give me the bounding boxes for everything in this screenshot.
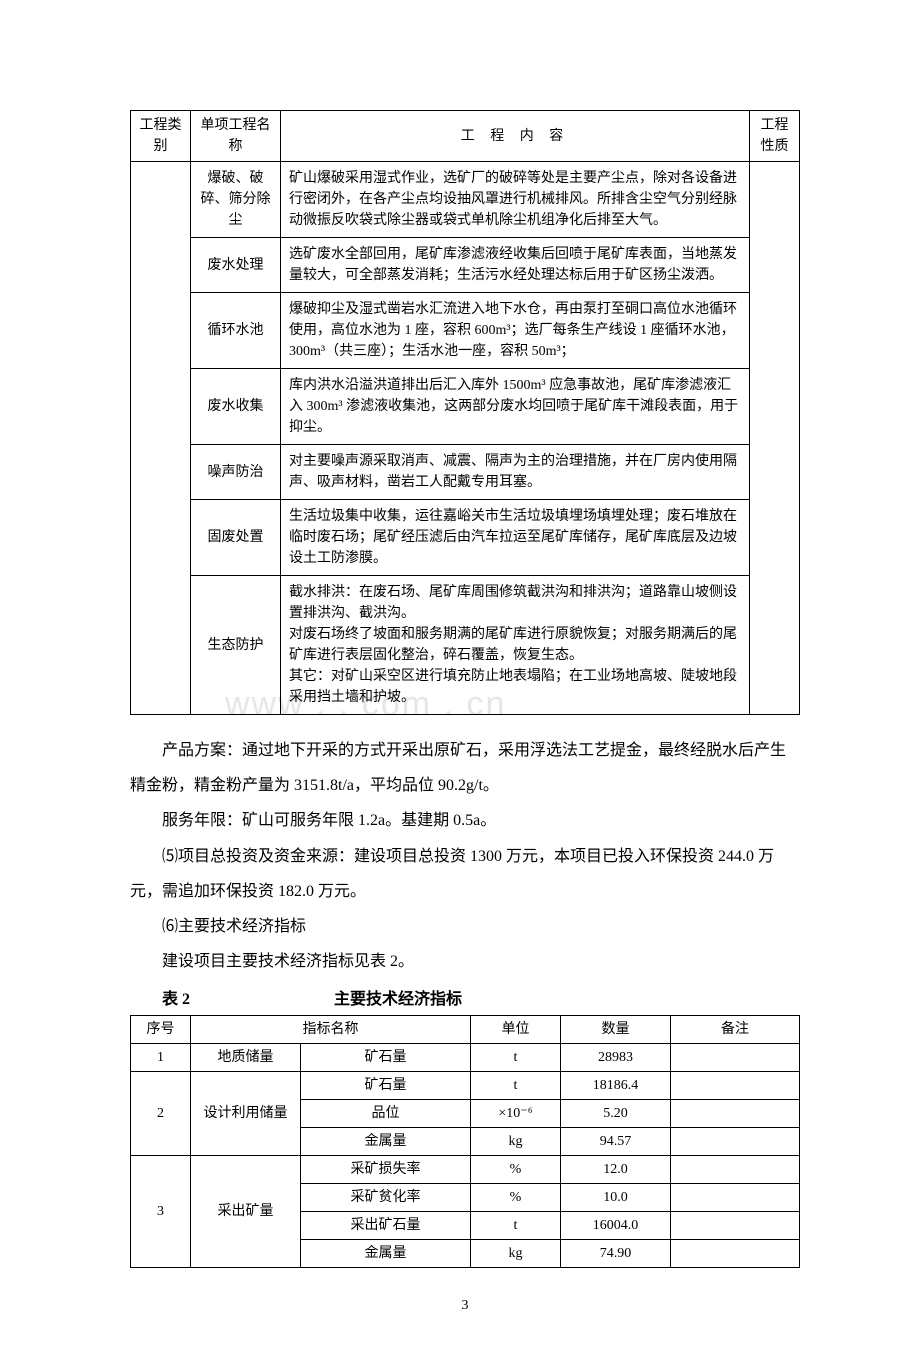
cell-unit: kg — [471, 1240, 561, 1268]
cell-remark — [671, 1212, 800, 1240]
cell-remark — [671, 1100, 800, 1128]
paragraph-indicators-heading: ⑹主要技术经济指标 — [130, 909, 800, 944]
header-name: 指标名称 — [191, 1016, 471, 1044]
body-paragraphs: 产品方案：通过地下开采的方式开采出原矿石，采用浮选法工艺提金，最终经脱水后产生精… — [130, 733, 800, 979]
cell-name2: 采出矿石量 — [301, 1212, 471, 1240]
cell-content: 选矿废水全部回用，尾矿库渗滤液经收集后回喷于尾矿库表面，当地蒸发量较大，可全部蒸… — [281, 238, 750, 293]
page-number: 3 — [130, 1298, 800, 1314]
cell-qty: 18186.4 — [561, 1072, 671, 1100]
table2-title-main: 主要技术经济指标 — [334, 985, 462, 1009]
header-qty: 数量 — [561, 1016, 671, 1044]
paragraph-indicators-see-table: 建设项目主要技术经济指标见表 2。 — [130, 944, 800, 979]
cell-qty: 74.90 — [561, 1240, 671, 1268]
cell-sn: 3 — [131, 1156, 191, 1268]
cell-name2: 金属量 — [301, 1240, 471, 1268]
cell-item: 废水处理 — [191, 238, 281, 293]
header-item: 单项工程名称 — [191, 111, 281, 162]
header-remark: 备注 — [671, 1016, 800, 1044]
cell-item: 废水收集 — [191, 369, 281, 445]
cell-qty: 94.57 — [561, 1128, 671, 1156]
cell-name2: 品位 — [301, 1100, 471, 1128]
cell-remark — [671, 1240, 800, 1268]
cell-unit: t — [471, 1212, 561, 1240]
paragraph-product-plan: 产品方案：通过地下开采的方式开采出原矿石，采用浮选法工艺提金，最终经脱水后产生精… — [130, 733, 800, 803]
header-sn: 序号 — [131, 1016, 191, 1044]
cell-name2: 采矿贫化率 — [301, 1184, 471, 1212]
engineering-content-table: 工程类别 单项工程名称 工 程 内 容 工程性质 爆破、破碎、筛分除尘 矿山爆破… — [130, 110, 800, 715]
cell-remark — [671, 1156, 800, 1184]
cell-remark — [671, 1044, 800, 1072]
cell-item: 固废处置 — [191, 500, 281, 576]
cell-name2: 金属量 — [301, 1128, 471, 1156]
cell-unit: kg — [471, 1128, 561, 1156]
cell-name2: 采矿损失率 — [301, 1156, 471, 1184]
cell-content: 对主要噪声源采取消声、减震、隔声为主的治理措施，并在厂房内使用隔声、吸声材料，凿… — [281, 445, 750, 500]
cell-qty: 5.20 — [561, 1100, 671, 1128]
header-category: 工程类别 — [131, 111, 191, 162]
cell-remark — [671, 1072, 800, 1100]
table-row: 固废处置 生活垃圾集中收集，运往嘉峪关市生活垃圾填埋场填埋处理；废石堆放在临时废… — [131, 500, 800, 576]
cell-item: 循环水池 — [191, 293, 281, 369]
cell-content: 库内洪水沿溢洪道排出后汇入库外 1500m³ 应急事故池，尾矿库渗滤液汇入 30… — [281, 369, 750, 445]
cell-remark — [671, 1184, 800, 1212]
cell-content: 生活垃圾集中收集，运往嘉峪关市生活垃圾填埋场填埋处理；废石堆放在临时废石场；尾矿… — [281, 500, 750, 576]
cell-sn: 1 — [131, 1044, 191, 1072]
cell-content: 截水排洪：在废石场、尾矿库周围修筑截洪沟和排洪沟；道路靠山坡侧设置排洪沟、截洪沟… — [281, 576, 750, 715]
cell-unit: t — [471, 1072, 561, 1100]
table2-title: 表 2 主要技术经济指标 — [130, 985, 800, 1009]
paragraph-service-years: 服务年限：矿山可服务年限 1.2a。基建期 0.5a。 — [130, 803, 800, 838]
cell-content: 爆破抑尘及湿式凿岩水汇流进入地下水仓，再由泵打至硐口高位水池循环使用，高位水池为… — [281, 293, 750, 369]
table-row: 爆破、破碎、筛分除尘 矿山爆破采用湿式作业，选矿厂的破碎等处是主要产尘点，除对各… — [131, 162, 800, 238]
cell-unit: t — [471, 1044, 561, 1072]
cell-name2: 矿石量 — [301, 1072, 471, 1100]
cell-name2: 矿石量 — [301, 1044, 471, 1072]
cell-item: 噪声防治 — [191, 445, 281, 500]
header-content: 工 程 内 容 — [281, 111, 750, 162]
table-row: 生态防护 截水排洪：在废石场、尾矿库周围修筑截洪沟和排洪沟；道路靠山坡侧设置排洪… — [131, 576, 800, 715]
table-row: 废水收集 库内洪水沿溢洪道排出后汇入库外 1500m³ 应急事故池，尾矿库渗滤液… — [131, 369, 800, 445]
cell-unit: ×10⁻⁶ — [471, 1100, 561, 1128]
cell-nature — [750, 162, 800, 715]
text: 产品方案：通过地下开采的方式开采出原矿石，采用浮选法工艺提金，最终经脱水后产生精… — [130, 742, 786, 794]
cell-name1: 设计利用储量 — [191, 1072, 301, 1156]
cell-remark — [671, 1128, 800, 1156]
cell-content: 矿山爆破采用湿式作业，选矿厂的破碎等处是主要产尘点，除对各设备进行密闭外，在各产… — [281, 162, 750, 238]
cell-qty: 16004.0 — [561, 1212, 671, 1240]
cell-name1: 采出矿量 — [191, 1156, 301, 1268]
header-unit: 单位 — [471, 1016, 561, 1044]
header-nature: 工程性质 — [750, 111, 800, 162]
cell-unit: % — [471, 1156, 561, 1184]
table2-title-label: 表 2 — [162, 985, 190, 1009]
cell-sn: 2 — [131, 1072, 191, 1156]
table-header-row: 序号 指标名称 单位 数量 备注 — [131, 1016, 800, 1044]
cell-item: 生态防护 — [191, 576, 281, 715]
table-row: 废水处理 选矿废水全部回用，尾矿库渗滤液经收集后回喷于尾矿库表面，当地蒸发量较大… — [131, 238, 800, 293]
cell-unit: % — [471, 1184, 561, 1212]
cell-category — [131, 162, 191, 715]
table-row: 噪声防治 对主要噪声源采取消声、减震、隔声为主的治理措施，并在厂房内使用隔声、吸… — [131, 445, 800, 500]
paragraph-investment: ⑸项目总投资及资金来源：建设项目总投资 1300 万元，本项目已投入环保投资 2… — [130, 839, 800, 909]
cell-qty: 12.0 — [561, 1156, 671, 1184]
table-row: 1 地质储量 矿石量 t 28983 — [131, 1044, 800, 1072]
table-row: 2 设计利用储量 矿石量 t 18186.4 — [131, 1072, 800, 1100]
cell-name1: 地质储量 — [191, 1044, 301, 1072]
cell-qty: 28983 — [561, 1044, 671, 1072]
technical-economic-indicators-table: 序号 指标名称 单位 数量 备注 1 地质储量 矿石量 t 28983 2 设计… — [130, 1015, 800, 1268]
table-header-row: 工程类别 单项工程名称 工 程 内 容 工程性质 — [131, 111, 800, 162]
cell-qty: 10.0 — [561, 1184, 671, 1212]
cell-item: 爆破、破碎、筛分除尘 — [191, 162, 281, 238]
table-row: 循环水池 爆破抑尘及湿式凿岩水汇流进入地下水仓，再由泵打至硐口高位水池循环使用，… — [131, 293, 800, 369]
table-row: 3 采出矿量 采矿损失率 % 12.0 — [131, 1156, 800, 1184]
